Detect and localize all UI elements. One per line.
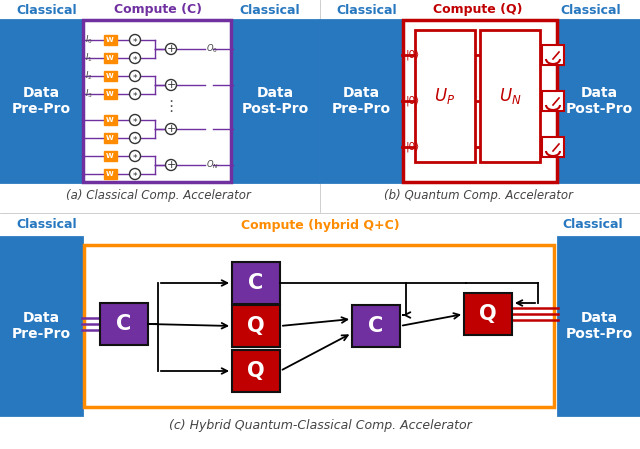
Bar [104,115,117,125]
Bar [104,35,117,45]
Bar [104,89,117,99]
Text: |0⟩: |0⟩ [406,142,420,152]
Bar [558,237,640,415]
Bar [104,151,117,161]
Text: +: + [166,80,176,90]
Circle shape [166,159,177,171]
Bar [352,305,400,347]
Text: Data
Post-Pro: Data Post-Pro [565,86,632,116]
Text: Data
Pre-Pro: Data Pre-Pro [12,86,70,116]
Text: $*$: $*$ [132,35,138,44]
Text: Compute (hybrid Q+C): Compute (hybrid Q+C) [241,219,399,232]
Bar [464,293,512,335]
Text: W: W [106,135,114,141]
Text: Data
Post-Pro: Data Post-Pro [241,86,308,116]
Text: $O_0$: $O_0$ [206,43,218,55]
Text: Classical: Classical [240,4,300,17]
Text: C: C [369,316,383,336]
Text: W: W [106,153,114,159]
Text: Classical: Classical [563,219,623,232]
Circle shape [129,168,141,180]
Text: $O_N$: $O_N$ [206,159,219,171]
Text: Q: Q [247,316,265,336]
Text: $*$: $*$ [132,133,138,142]
Text: Data
Pre-Pro: Data Pre-Pro [12,311,70,341]
Text: $I_0$: $I_0$ [85,34,93,46]
Bar [83,20,231,182]
Text: W: W [106,91,114,97]
Circle shape [129,70,141,82]
Bar [100,303,148,345]
Text: |0⟩: |0⟩ [406,96,420,106]
Text: $*$: $*$ [132,89,138,98]
Text: Data
Pre-Pro: Data Pre-Pro [332,86,390,116]
Bar [320,20,402,182]
Bar [480,30,540,162]
Text: C: C [248,273,264,293]
Text: W: W [106,73,114,79]
Text: $*$: $*$ [132,115,138,124]
Bar [542,91,564,111]
Text: (a) Classical Comp. Accelerator: (a) Classical Comp. Accelerator [65,189,250,202]
Text: Q: Q [479,304,497,324]
Bar [232,262,280,304]
Text: Classical: Classical [561,4,621,17]
Text: Data
Post-Pro: Data Post-Pro [565,311,632,341]
Text: C: C [116,314,132,334]
Circle shape [129,35,141,45]
Text: Classical: Classical [17,4,77,17]
Bar [0,237,82,415]
Text: |0⟩: |0⟩ [406,50,420,60]
Text: +: + [166,124,176,134]
Bar [542,137,564,157]
Bar [558,20,640,182]
Text: Q: Q [247,361,265,381]
Bar [104,133,117,143]
Bar [84,245,554,407]
Text: (b) Quantum Comp. Accelerator: (b) Quantum Comp. Accelerator [383,189,573,202]
Text: $*$: $*$ [132,53,138,62]
Text: W: W [106,37,114,43]
Circle shape [166,123,177,135]
Bar [104,71,117,81]
Bar [104,53,117,63]
Bar [542,45,564,65]
Text: Compute (C): Compute (C) [114,4,202,17]
Circle shape [129,53,141,63]
Circle shape [129,88,141,100]
Text: W: W [106,55,114,61]
Bar [232,305,280,347]
Text: $U_P$: $U_P$ [435,86,456,106]
Text: $I_1$: $I_1$ [85,52,93,64]
Bar [232,350,280,392]
Circle shape [129,114,141,126]
Text: +: + [166,160,176,170]
Text: +: + [166,44,176,54]
Text: (c) Hybrid Quantum-Classical Comp. Accelerator: (c) Hybrid Quantum-Classical Comp. Accel… [168,418,472,431]
Text: $*$: $*$ [132,170,138,179]
Bar [104,169,117,179]
Text: $U_N$: $U_N$ [499,86,521,106]
Text: Classical: Classical [337,4,397,17]
Bar [415,30,475,162]
Text: ⋮: ⋮ [163,100,179,114]
Bar [403,20,557,182]
Text: $I_3$: $I_3$ [85,88,93,100]
Circle shape [166,44,177,54]
Circle shape [129,132,141,144]
Circle shape [166,79,177,91]
Text: $I_2$: $I_2$ [85,70,93,82]
Text: W: W [106,117,114,123]
Text: W: W [106,171,114,177]
Text: Compute (Q): Compute (Q) [433,4,523,17]
Text: $*$: $*$ [132,71,138,80]
Circle shape [129,150,141,162]
Bar [233,20,318,182]
Text: Classical: Classical [17,219,77,232]
Bar [0,20,82,182]
Text: $*$: $*$ [132,151,138,160]
